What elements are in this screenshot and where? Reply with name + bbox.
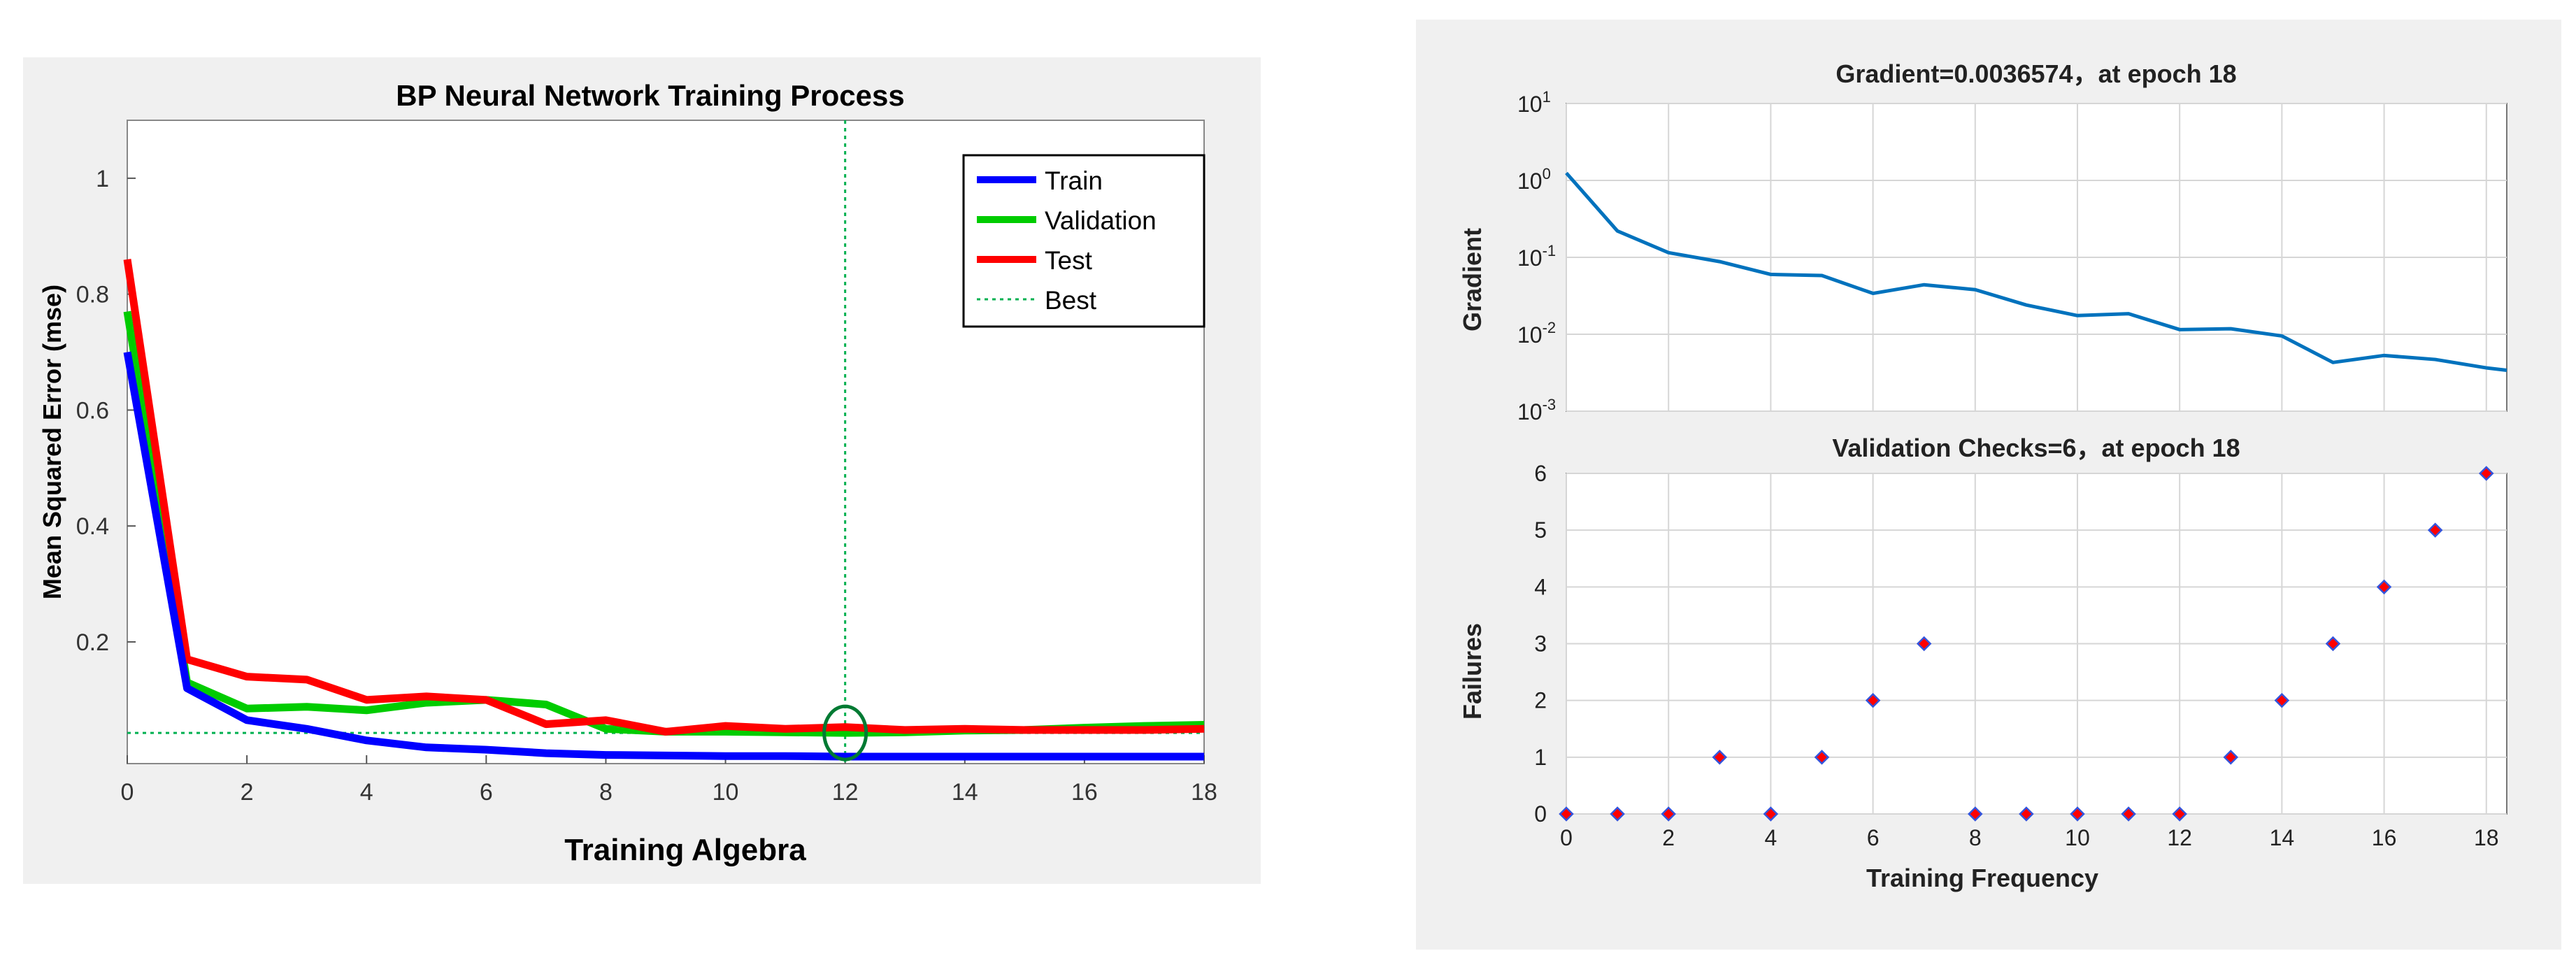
mse-x-tick-label: 16 <box>1071 779 1098 806</box>
gradient-chart-title: Gradient=0.0036574，at epoch 18 <box>1836 59 2236 88</box>
validation-x-tick-label: 12 <box>2167 825 2192 850</box>
mse-x-axis-label: Training Algebra <box>564 833 806 867</box>
gradient-y-ticks: 101 100 10-1 10-2 10-3 <box>1517 88 1556 424</box>
validation-marker <box>2376 579 2392 595</box>
mse-y-tick-label: 0.2 <box>76 629 109 656</box>
gradient-y-tick-label: 101 <box>1517 88 1551 117</box>
validation-y-tick-label: 2 <box>1534 688 1547 713</box>
validation-marker <box>2019 806 2034 822</box>
validation-x-tick-label: 18 <box>2474 825 2499 850</box>
validation-chart-title: Validation Checks=6，at epoch 18 <box>1832 434 2240 462</box>
validation-marker <box>2121 806 2136 822</box>
validation-y-ticks: 0 1 2 3 4 5 6 <box>1534 461 1547 827</box>
mse-legend: Train Validation Test Best <box>962 154 1205 328</box>
gradient-y-tick-label: 10-2 <box>1517 319 1556 348</box>
train-series-line <box>123 351 1204 761</box>
gradient-y-tick-label: 100 <box>1517 165 1551 194</box>
validation-y-tick-label: 6 <box>1534 461 1547 486</box>
mse-y-tick-label: 0.8 <box>76 282 109 308</box>
mse-x-tick-label: 2 <box>241 779 254 806</box>
legend-train-label: Train <box>1045 166 1103 195</box>
validation-marker <box>1814 750 1830 765</box>
validation-grid <box>1566 473 2507 815</box>
gradient-chart: Gradient=0.0036574，at epoch 18 Gradient … <box>1458 59 2507 424</box>
mse-x-tick-label: 4 <box>360 779 373 806</box>
gradient-y-tick-label: 10-3 <box>1517 396 1556 424</box>
mse-y-axis-label: Mean Squared Error (mse) <box>38 285 66 599</box>
mse-x-tick-label: 0 <box>121 779 134 806</box>
validation-marker <box>2325 636 2341 652</box>
validation-marker <box>1763 806 1779 822</box>
mse-chart: BP Neural Network Training Process Train… <box>38 79 1217 867</box>
mse-y-tick-label: 0.6 <box>76 397 109 424</box>
validation-y-tick-label: 1 <box>1534 745 1547 770</box>
validation-marker <box>2427 522 2443 538</box>
validation-y-tick-label: 4 <box>1534 574 1547 599</box>
validation-checks-chart: Validation Checks=6，at epoch 18 Training… <box>1458 434 2507 892</box>
validation-marker <box>2223 750 2239 765</box>
validation-marker <box>2478 466 2494 481</box>
mse-x-tick-label: 14 <box>952 779 978 806</box>
validation-y-tick-label: 0 <box>1534 801 1547 827</box>
validation-marker <box>1865 692 1881 708</box>
mse-x-ticks: 0 2 4 6 8 10 12 14 16 18 <box>121 755 1217 806</box>
validation-x-axis-label: Training Frequency <box>1866 864 2098 892</box>
validation-y-axis-label: Failures <box>1458 623 1487 720</box>
legend-best-label: Best <box>1045 286 1097 315</box>
validation-marker <box>2172 806 2187 822</box>
gradient-y-tick-label: 10-1 <box>1517 242 1556 271</box>
validation-marker <box>1712 750 1728 765</box>
mse-chart-title: BP Neural Network Training Process <box>396 79 904 112</box>
mse-y-tick-label: 1 <box>96 166 109 192</box>
validation-x-tick-label: 14 <box>2270 825 2295 850</box>
mse-x-tick-label: 18 <box>1191 779 1217 806</box>
validation-marker <box>1559 806 1574 822</box>
validation-x-tick-label: 2 <box>1662 825 1675 850</box>
validation-x-tick-label: 16 <box>2372 825 2397 850</box>
validation-y-tick-label: 5 <box>1534 517 1547 543</box>
gradient-grid <box>1566 103 2507 412</box>
validation-x-tick-label: 4 <box>1764 825 1777 850</box>
test-series-line <box>123 259 1205 736</box>
validation-marker <box>1916 636 1932 652</box>
mse-y-tick-label: 0.4 <box>76 513 109 540</box>
mse-x-tick-label: 12 <box>832 779 859 806</box>
validation-x-tick-label: 6 <box>1867 825 1880 850</box>
validation-x-tick-label: 0 <box>1560 825 1573 850</box>
mse-x-tick-label: 8 <box>599 779 613 806</box>
validation-y-tick-label: 3 <box>1534 631 1547 657</box>
legend-box <box>962 154 1205 328</box>
validation-x-ticks: 0 2 4 6 8 10 12 14 16 18 <box>1560 825 2498 850</box>
best-point-circle <box>822 704 868 762</box>
validation-x-tick-label: 8 <box>1969 825 1982 850</box>
legend-validation-label: Validation <box>1045 206 1157 235</box>
validation-marker <box>1661 806 1676 822</box>
mse-y-ticks: 0.2 0.4 0.6 0.8 1 <box>76 166 136 656</box>
validation-marker <box>1610 806 1625 822</box>
mse-x-tick-label: 10 <box>713 779 739 806</box>
validation-marker <box>2070 806 2085 822</box>
validation-markers <box>1559 466 2494 822</box>
validation-marker <box>1968 806 1983 822</box>
validation-marker <box>2274 692 2290 708</box>
validation-x-tick-label: 10 <box>2065 825 2090 850</box>
gradient-y-axis-label: Gradient <box>1458 228 1487 331</box>
legend-test-label: Test <box>1045 246 1093 275</box>
gradient-series-line <box>1565 171 2507 373</box>
mse-x-tick-label: 6 <box>480 779 493 806</box>
